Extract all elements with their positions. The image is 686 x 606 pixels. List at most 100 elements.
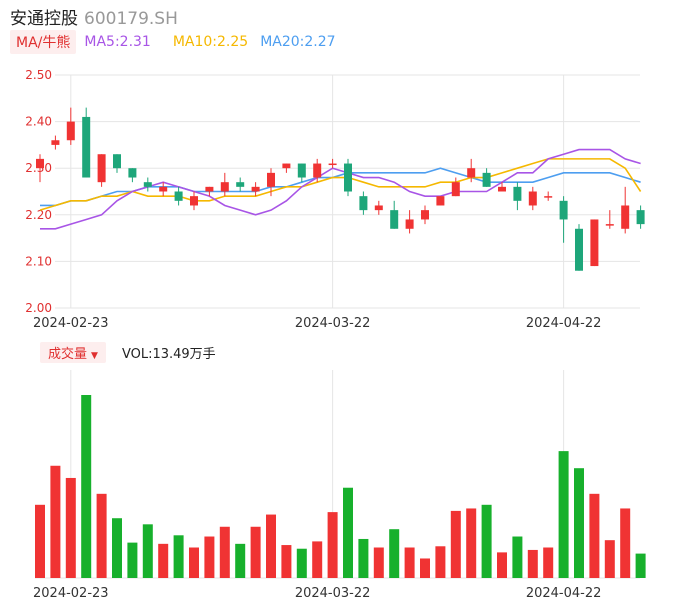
volume-x-tick: 2024-02-23 [33,586,109,601]
volume-bar [604,540,615,578]
candle [36,154,44,183]
candle-body [143,182,152,187]
candle-body [128,168,137,178]
volume-bar [343,487,353,578]
volume-bar [527,549,538,578]
candle [51,135,60,150]
candle-body [174,191,183,201]
volume-bar [404,547,415,578]
price-y-tick: 2.10 [25,254,52,268]
candle-body [636,210,645,225]
candle [528,186,537,211]
candle-body [467,168,476,178]
candle [359,191,368,215]
volume-bar [373,547,384,578]
candle-body [190,196,198,206]
candle-body [313,163,322,178]
stock-code: 600179.SH [84,9,178,29]
candle [621,186,630,234]
volume-bar [65,477,76,578]
price-chart[interactable]: 2.502.402.302.202.102.002024-02-232024-0… [0,0,686,335]
candle-body [605,224,614,226]
price-y-tick: 2.20 [25,208,52,222]
volume-bar [543,547,554,578]
ma10-line [39,158,642,211]
ma5-line [40,148,641,230]
caret-down-icon: ▼ [91,350,98,361]
candle [66,107,75,145]
candle [636,205,645,229]
candle [159,182,168,197]
ma20-label: MA20:2.27 [260,34,336,50]
candle [544,191,553,201]
candle-body [344,163,352,192]
volume-bar [266,514,276,578]
candle [328,158,337,169]
candle-body [297,163,306,178]
price-y-tick: 2.00 [25,301,52,315]
candle-body [282,163,291,169]
candle [605,210,614,229]
candle-body [544,196,553,198]
candle-body [159,186,168,192]
candle [436,196,445,206]
candle-body [374,205,383,211]
candle-body [113,154,121,169]
candle [143,177,152,192]
volume-bar [327,512,338,578]
volume-bar [219,526,230,578]
candle-body [328,163,337,166]
stock-title: 安通控股 600179.SH [10,4,178,29]
candle-body [251,186,260,192]
volume-bar [204,536,215,578]
candle [190,191,198,211]
candle [451,177,460,197]
candle [313,158,322,183]
candle [498,182,506,192]
candle [559,196,568,243]
candle [174,186,183,206]
stock-name: 安通控股 [10,9,78,29]
candle [82,107,91,178]
volume-bar [558,451,569,578]
candle [482,168,491,187]
ma5-label: MA5:2.31 [84,34,151,50]
candle [344,158,352,197]
ma-selector-tab[interactable]: MA/牛熊 [10,30,77,54]
volume-bar [35,504,45,578]
volume-bar [620,508,631,578]
candle [405,210,414,234]
price-y-tick: 2.50 [25,68,52,82]
price-x-tick: 2024-03-22 [295,316,371,331]
candle [128,168,137,183]
candle-body [513,186,522,201]
candle-body [36,158,44,169]
candle-body [220,182,229,192]
price-y-tick: 2.40 [25,115,52,129]
candle-body [205,186,214,192]
candle-body [575,228,583,271]
candle-body [498,186,506,192]
candle-body [621,205,630,229]
volume-legend: 成交量 ▼ VOL:13.49万手 [40,341,216,363]
volume-bar [296,548,307,578]
volume-bar [389,529,400,578]
volume-bar [589,493,600,578]
candle [282,163,291,173]
volume-bar [450,510,461,578]
volume-bar [312,541,323,578]
candle [390,200,399,229]
candle-body [97,154,106,183]
volume-value: VOL:13.49万手 [121,346,216,362]
volume-bar [250,526,261,578]
candle [205,186,214,197]
volume-x-tick: 2024-03-22 [295,586,371,601]
candle-body [390,210,399,229]
volume-bar [112,518,122,578]
volume-selector-tab[interactable]: 成交量 ▼ [40,341,106,363]
candle-body [528,191,537,206]
price-x-tick: 2024-04-22 [526,316,602,331]
volume-bar [512,536,523,578]
volume-bar [173,535,184,578]
candle [575,224,583,271]
